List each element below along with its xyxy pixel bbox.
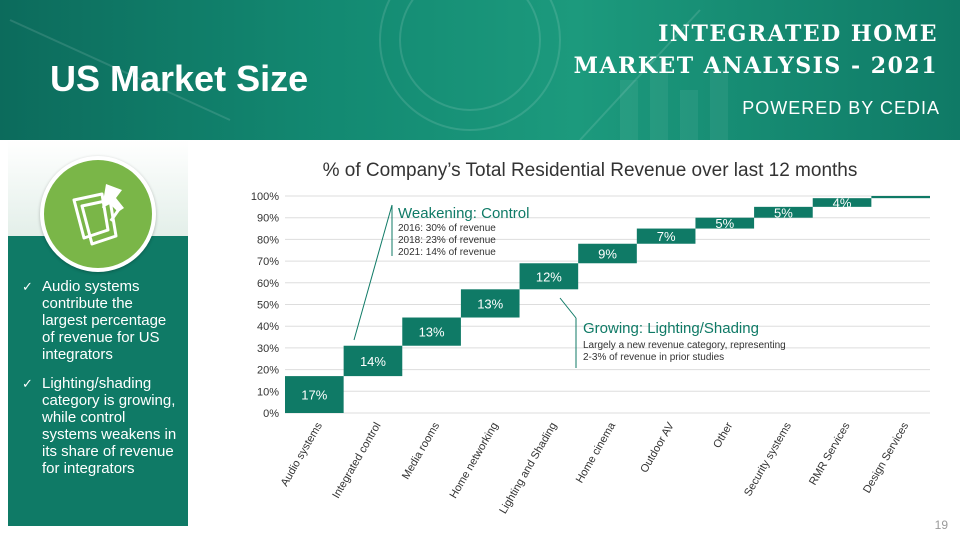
x-tick-label: Design Services xyxy=(861,420,911,495)
bar xyxy=(402,317,461,346)
x-axis-ticks: Audio systems Integrated control Media roo… xyxy=(279,420,912,516)
bar-data-label: 5% xyxy=(774,205,793,220)
report-title-line2: MARKET ANALYSIS - 2021 xyxy=(573,53,938,79)
bar-data-label: 13% xyxy=(477,296,503,311)
chart-bars: 17% 14% 13% 13% 12% 9% 7% 5% 5% 4% xyxy=(285,196,930,413)
chart-gridlines xyxy=(285,195,930,414)
x-tick-label: Outdoor AV xyxy=(638,420,677,475)
annotation-line: 2-3% of revenue in prior studies xyxy=(583,352,724,363)
annotation-weakening-control: Weakening: Control 2016: 30% of revenue … xyxy=(353,204,529,341)
header-banner: US Market Size INTEGRATED HOME MARKET AN… xyxy=(0,0,960,140)
x-tick-label: Media rooms xyxy=(400,420,442,481)
x-tick-label: Home cinema xyxy=(574,420,619,486)
bullet-item: Audio systems contribute the largest per… xyxy=(22,278,182,363)
bar-data-label: 17% xyxy=(301,388,327,403)
annotation-title: Growing: Lighting/Shading xyxy=(583,320,759,337)
pushpin-notes-icon xyxy=(72,184,124,246)
annotation-line: 2018: 23% of revenue xyxy=(398,235,496,246)
bar-data-label: 4% xyxy=(833,196,852,211)
report-title-line1: INTEGRATED HOME xyxy=(658,21,938,47)
bullet-item: Lighting/shading category is growing, wh… xyxy=(22,375,182,477)
bar xyxy=(285,376,344,413)
bar-data-label: 9% xyxy=(598,247,617,262)
y-tick-label: 10% xyxy=(257,386,279,398)
bar-data-label: 13% xyxy=(419,325,445,340)
bar-data-label: 7% xyxy=(657,229,676,244)
bar xyxy=(519,263,579,290)
bar-data-label: 12% xyxy=(536,269,562,284)
x-tick-label: RMR Services xyxy=(807,420,853,487)
bar xyxy=(695,217,755,229)
x-tick-label: Lighting and Shading xyxy=(497,421,559,517)
y-tick-label: 90% xyxy=(257,213,279,225)
bar xyxy=(812,198,872,207)
sidebar-bullet-list: Audio systems contribute the largest per… xyxy=(22,278,182,489)
annotation-leader-line xyxy=(559,297,577,319)
y-tick-label: 30% xyxy=(257,343,279,355)
bar xyxy=(578,243,637,264)
bar xyxy=(871,196,930,199)
x-tick-label: Integrated control xyxy=(330,421,383,501)
annotation-title: Weakening: Control xyxy=(398,205,529,222)
bar-data-label: 14% xyxy=(360,354,386,369)
chart-title: % of Company’s Total Residential Revenue… xyxy=(322,160,858,181)
y-tick-label: 80% xyxy=(257,234,279,246)
bar xyxy=(636,228,696,244)
powered-by-label: POWERED BY CEDIA xyxy=(742,98,940,118)
annotation-line: 2021: 14% of revenue xyxy=(398,247,496,258)
y-axis-ticks: 0% 10% 20% 30% 40% 50% 60% 70% 80% 90% 100% xyxy=(251,191,279,420)
y-tick-label: 20% xyxy=(257,365,279,377)
bar xyxy=(754,206,813,218)
icon-badge xyxy=(40,156,156,272)
annotation-growing-lighting: Growing: Lighting/Shading Largely a new … xyxy=(559,297,786,368)
annotation-leader-line xyxy=(353,204,393,341)
y-tick-label: 0% xyxy=(263,408,279,420)
x-tick-label: Security systems xyxy=(742,420,794,498)
y-tick-label: 70% xyxy=(257,256,279,268)
y-tick-label: 50% xyxy=(257,300,279,312)
x-tick-label: Other xyxy=(711,420,735,450)
annotation-line: Largely a new revenue category, represen… xyxy=(583,340,786,351)
annotation-line: 2016: 30% of revenue xyxy=(398,223,496,234)
banner-background-graphic xyxy=(9,0,728,140)
x-tick-label: Home networking xyxy=(448,421,501,501)
page-number: 19 xyxy=(934,518,948,532)
page-title: US Market Size xyxy=(50,58,309,99)
y-tick-label: 60% xyxy=(257,278,279,290)
x-tick-label: Audio systems xyxy=(279,420,325,488)
bar xyxy=(460,289,520,318)
report-title: INTEGRATED HOME MARKET ANALYSIS - 2021 xyxy=(574,18,938,82)
bar-data-label: 5% xyxy=(715,216,734,231)
y-tick-label: 40% xyxy=(257,321,279,333)
bar xyxy=(343,345,403,377)
y-tick-label: 100% xyxy=(251,191,279,203)
